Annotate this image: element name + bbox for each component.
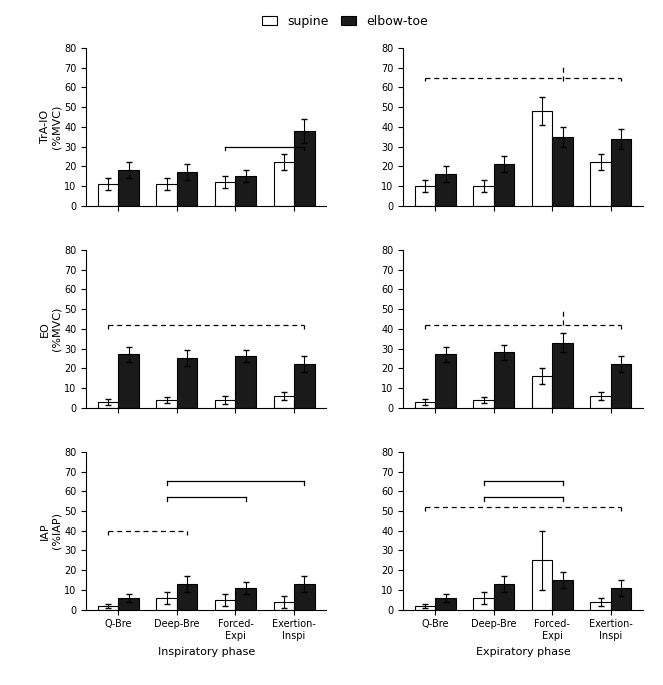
Bar [156,598,177,610]
Bar [552,342,573,408]
Bar [532,376,552,408]
Bar [591,601,611,610]
Bar [294,584,314,610]
Bar [532,560,552,610]
Y-axis label: IAP
(%IAP): IAP (%IAP) [40,512,61,549]
Bar [611,138,631,206]
Bar [294,364,314,408]
Bar [274,601,294,610]
Bar [119,354,139,408]
Bar [436,174,455,206]
Bar [177,584,198,610]
Bar [235,176,256,206]
Bar [415,606,436,610]
Bar [274,162,294,206]
X-axis label: Expiratory phase: Expiratory phase [476,647,570,656]
Bar [473,400,494,408]
Bar [98,184,119,206]
Bar [473,598,494,610]
Bar [591,396,611,408]
Bar [494,164,514,206]
Bar [494,584,514,610]
Bar [274,396,294,408]
Bar [156,400,177,408]
Bar [215,400,235,408]
Bar [177,358,198,408]
Bar [473,186,494,206]
Bar [98,606,119,610]
Bar [294,131,314,206]
Bar [119,171,139,206]
Bar [98,402,119,408]
Bar [215,182,235,206]
Y-axis label: TrA-IO
(%MVC): TrA-IO (%MVC) [40,105,61,149]
Bar [591,162,611,206]
Bar [156,184,177,206]
Bar [436,354,455,408]
Bar [611,364,631,408]
Bar [215,600,235,610]
Legend: supine, elbow-toe: supine, elbow-toe [257,10,432,33]
Bar [552,580,573,610]
Bar [119,598,139,610]
Bar [415,186,436,206]
Bar [494,353,514,408]
Bar [235,588,256,610]
Y-axis label: EO
(%MVC): EO (%MVC) [40,307,61,351]
Bar [415,402,436,408]
Bar [611,588,631,610]
Bar [235,356,256,408]
Bar [177,172,198,206]
Bar [532,111,552,206]
Bar [436,598,455,610]
X-axis label: Inspiratory phase: Inspiratory phase [158,647,255,656]
Bar [552,137,573,206]
